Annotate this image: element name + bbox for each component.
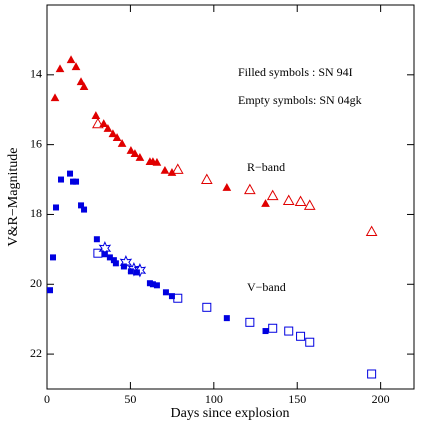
square-marker [112,260,119,267]
triangle-marker [99,119,109,127]
square-marker [305,337,315,347]
triangle-marker [50,93,60,102]
y-tick-label: 22 [30,346,42,360]
annotation: Filled symbols : SN 94I [238,65,353,79]
square-marker [47,287,54,294]
triangle-marker [222,183,232,191]
square-marker [73,178,80,185]
x-tick-label: 50 [124,392,136,406]
square-marker [262,328,269,335]
x-tick-label: 100 [205,392,223,406]
plot-frame [46,4,415,390]
star-marker [133,263,147,278]
square-marker [81,206,88,213]
square-marker [162,289,169,296]
triangle-marker [55,64,65,73]
triangle-marker [126,146,136,154]
y-tick-label: 14 [30,67,42,81]
square-marker [93,236,100,243]
triangle-marker [171,163,184,174]
square-marker [153,282,160,289]
y-tick-label: 18 [30,206,42,220]
square-marker [202,302,212,312]
triangle-marker [92,117,104,129]
triangle-marker [66,55,76,64]
triangle-marker [76,77,86,86]
star-marker [119,255,133,270]
y-tick-label: 16 [30,136,42,150]
triangle-marker [294,195,307,207]
triangle-marker [130,149,140,158]
triangle-marker [71,62,81,71]
triangle-marker [117,139,127,147]
y-axis-label: V&R−Magnitude [6,148,21,247]
triangle-marker [79,82,89,90]
square-marker [67,170,74,177]
star-marker [98,241,112,256]
triangle-marker [200,173,213,185]
triangle-marker [91,111,101,119]
annotation: R−band [247,160,285,174]
triangle-marker [108,129,118,138]
triangle-marker [103,124,113,132]
triangle-marker [135,153,145,161]
square-marker [284,326,294,336]
triangle-marker [303,199,316,210]
square-marker [93,248,103,258]
x-axis-label: Days since explosion [171,406,290,421]
square-marker [50,254,57,261]
triangle-marker [244,183,256,195]
square-marker [168,293,175,300]
triangle-marker [365,225,378,237]
square-marker [367,369,377,379]
square-marker [173,293,183,303]
triangle-marker [261,199,270,207]
triangle-marker [160,165,170,174]
square-marker [245,317,255,327]
annotation: Empty symbols: SN 04gk [238,93,362,107]
square-marker [296,331,306,341]
annotation: V−band [247,280,286,294]
square-marker [53,204,60,211]
x-tick-label: 0 [44,392,50,406]
square-marker [268,323,278,333]
triangle-marker [112,133,122,141]
y-tick-label: 20 [30,276,42,290]
triangle-marker [152,157,162,166]
square-marker [58,176,65,183]
x-tick-label: 200 [372,392,390,406]
x-tick-label: 150 [288,392,306,406]
triangle-marker [266,189,279,201]
square-marker [223,315,230,322]
triangle-marker [282,194,295,205]
square-marker [78,202,85,209]
